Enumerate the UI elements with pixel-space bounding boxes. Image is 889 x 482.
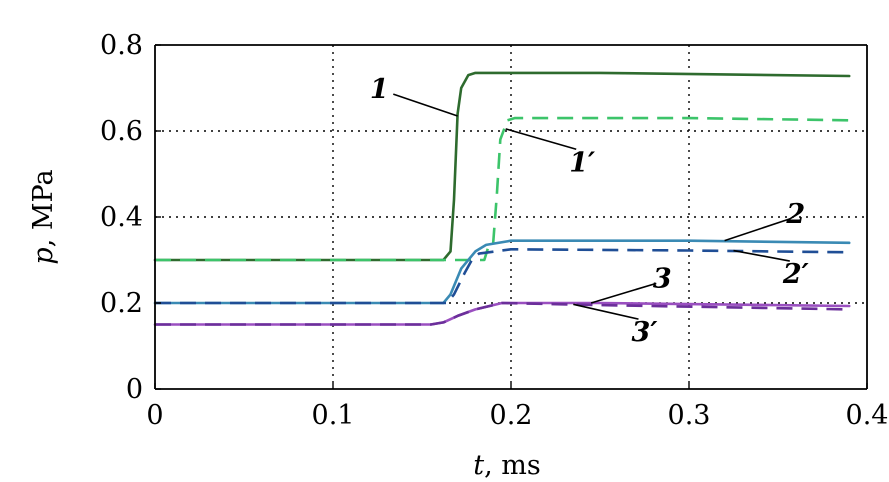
y-axis-var: p (28, 247, 59, 264)
x-tick-label: 0.3 (668, 400, 711, 431)
y-tick-label: 0.4 (100, 202, 143, 233)
callout-leader-2-prime (733, 249, 790, 262)
callout-leader-1-prime (505, 128, 577, 151)
y-tick-label: 0.2 (100, 288, 143, 319)
x-axis-label: t, ms (473, 450, 540, 481)
series-line-2 (153, 239, 851, 305)
y-tick-label: 0.6 (100, 116, 143, 147)
series-line-2-prime (155, 248, 850, 305)
series-line-1 (153, 71, 851, 262)
x-axis-var: t (473, 450, 484, 481)
grid-lines (155, 45, 867, 389)
x-tick-label: 0.2 (490, 400, 533, 431)
x-tick-label: 0.1 (312, 400, 355, 431)
curve-label-3-prime: 3′ (632, 317, 658, 348)
series-line-1-prime (155, 116, 850, 262)
x-tick-label: 0 (146, 400, 163, 431)
callout-leader-1 (393, 93, 458, 117)
x-axis-unit: , ms (484, 450, 541, 481)
y-axis-label: p, MPa (28, 169, 59, 264)
y-tick-label: 0.8 (100, 30, 143, 61)
series-lines (153, 71, 851, 326)
curve-label-1: 1 (370, 74, 389, 105)
curve-label-2-prime: 2′ (782, 259, 809, 290)
callout-leader-3 (590, 282, 657, 304)
curve-label-1-prime: 1′ (569, 147, 595, 178)
y-axis-unit: , MPa (28, 169, 59, 247)
tick-labels: 0 0.1 0.2 0.3 0.4 0 0.2 0.4 0.6 0.8 (100, 30, 888, 431)
x-tick-label: 0.4 (846, 400, 889, 431)
curve-label-3: 3 (653, 263, 672, 294)
series-line-3-prime (155, 301, 850, 326)
series-line-3 (153, 301, 851, 326)
curve-label-2: 2 (785, 199, 805, 230)
curve-callouts: 1 1′ 2 2′ 3 3′ (370, 74, 809, 348)
callout-leader-2 (724, 218, 791, 242)
y-tick-label: 0 (126, 374, 143, 405)
callout-leader-3-prime (573, 303, 639, 320)
